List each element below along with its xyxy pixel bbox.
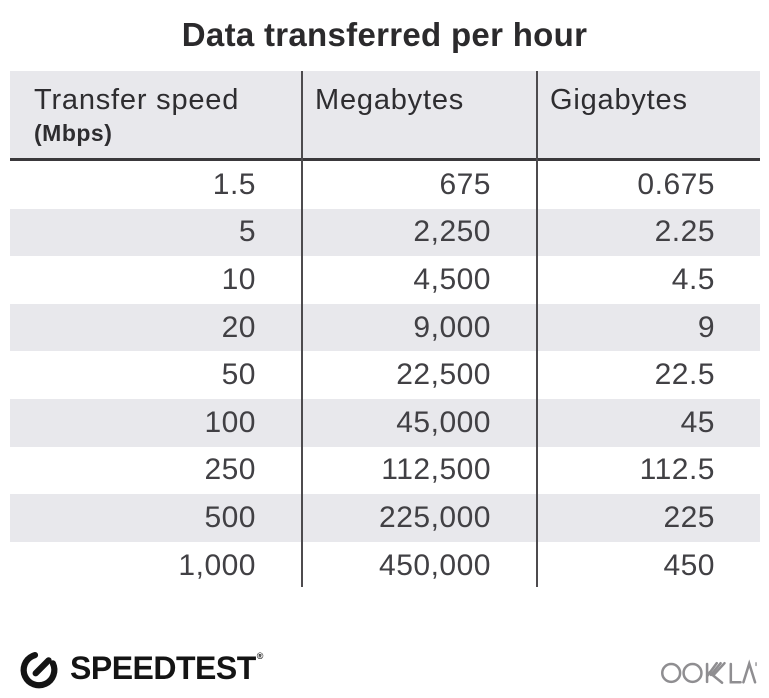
cell-megabytes: 45,000 — [396, 405, 491, 439]
cell-gigabytes: 22.5 — [654, 358, 715, 392]
registered-mark: ® — [256, 651, 264, 661]
table-header-row: Transfer speed (Mbps) Megabytes Gigabyte… — [10, 71, 760, 158]
table-row: 250 112,500 112.5 — [10, 446, 760, 495]
cell-megabytes: 450,000 — [379, 548, 491, 582]
cell-gigabytes: 450 — [663, 548, 715, 582]
column-divider-1 — [301, 71, 303, 587]
header-divider-rule — [10, 158, 760, 161]
cell-megabytes: 9,000 — [413, 310, 491, 344]
header-megabytes: Megabytes — [301, 71, 536, 158]
table-row: 50 22,500 22.5 — [10, 351, 760, 399]
cell-transfer-speed: 1,000 — [178, 548, 256, 582]
speedtest-wordmark: SPEEDTEST — [70, 649, 256, 686]
ookla-wordmark-icon — [661, 659, 757, 685]
cell-gigabytes: 2.25 — [654, 215, 715, 249]
cell-transfer-speed: 100 — [204, 405, 256, 439]
cell-transfer-speed: 10 — [221, 262, 256, 296]
cell-gigabytes: 4.5 — [671, 262, 715, 296]
cell-megabytes: 225,000 — [379, 500, 491, 534]
cell-transfer-speed: 500 — [204, 500, 256, 534]
cell-megabytes: 4,500 — [413, 262, 491, 296]
header-transfer-speed-label: Transfer speed — [34, 84, 240, 116]
table-row: 100 45,000 45 — [10, 398, 760, 447]
cell-transfer-speed: 1.5 — [212, 167, 256, 201]
header-transfer-speed: Transfer speed (Mbps) — [10, 71, 301, 158]
table-row: 20 9,000 9 — [10, 303, 760, 352]
ookla-logo — [661, 656, 757, 693]
cell-gigabytes: 9 — [697, 310, 715, 344]
speedtest-gauge-icon — [20, 651, 58, 689]
header-megabytes-label: Megabytes — [315, 84, 465, 116]
cell-megabytes: 22,500 — [396, 358, 491, 392]
header-gigabytes: Gigabytes — [536, 71, 760, 158]
cell-transfer-speed: 20 — [221, 310, 256, 344]
cell-transfer-speed: 250 — [204, 453, 256, 487]
cell-transfer-speed: 50 — [221, 358, 256, 392]
table-row: 1.5 675 0.675 — [10, 161, 760, 209]
cell-gigabytes: 225 — [663, 500, 715, 534]
cell-gigabytes: 45 — [680, 405, 715, 439]
cell-gigabytes: 112.5 — [639, 453, 715, 487]
cell-megabytes: 2,250 — [413, 215, 491, 249]
table-body: 1.5 675 0.675 5 2,250 2.25 10 4,500 4.5 … — [10, 161, 760, 590]
page-title: Data transferred per hour — [181, 16, 588, 53]
table-row: 10 4,500 4.5 — [10, 256, 760, 304]
header-gigabytes-label: Gigabytes — [550, 84, 688, 116]
header-transfer-speed-unit: (Mbps) — [34, 120, 113, 146]
table-row: 5 2,250 2.25 — [10, 208, 760, 257]
cell-transfer-speed: 5 — [238, 215, 256, 249]
table-row: 1,000 450,000 450 — [10, 541, 760, 590]
data-table: Transfer speed (Mbps) Megabytes Gigabyte… — [10, 71, 760, 590]
speedtest-logo: SPEEDTEST ® — [16, 645, 264, 691]
cell-megabytes: 675 — [439, 167, 491, 201]
table-row: 500 225,000 225 — [10, 494, 760, 542]
column-divider-2 — [536, 71, 538, 587]
cell-gigabytes: 0.675 — [637, 167, 715, 201]
cell-megabytes: 112,500 — [381, 453, 491, 487]
